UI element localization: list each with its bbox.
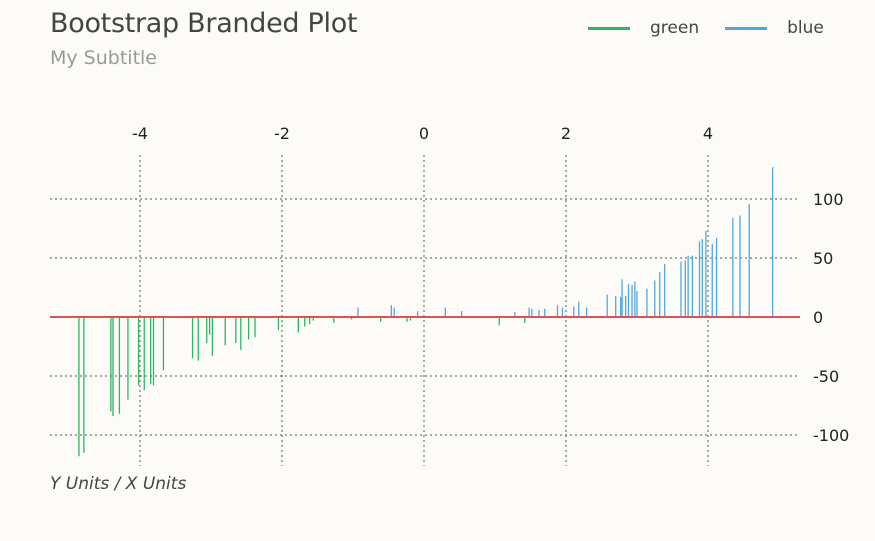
axis-units-note: Y Units / X Units (50, 474, 187, 494)
bar-series (78, 167, 774, 457)
legend-swatch-blue (725, 26, 768, 30)
legend-item-green: green (588, 18, 699, 38)
x-tick-label: -4 (132, 124, 148, 143)
y-tick-label: -50 (813, 367, 839, 386)
chart-title: Bootstrap Branded Plot (50, 8, 358, 39)
y-tick-label: 100 (813, 190, 844, 209)
legend-item-blue: blue (725, 18, 824, 38)
tick-labels: -4 -2 0 2 4 100 50 0 -50 -100 (132, 124, 849, 445)
legend-label-blue: blue (787, 18, 824, 38)
y-tick-label: 0 (813, 308, 823, 327)
x-tick-label: 4 (703, 124, 713, 143)
chart-subtitle: My Subtitle (50, 47, 157, 69)
x-tick-label: 2 (561, 124, 571, 143)
y-tick-label: 50 (813, 249, 833, 268)
legend-swatch-green (588, 26, 630, 30)
x-tick-label: -2 (274, 124, 290, 143)
legend-label-green: green (650, 18, 700, 38)
x-tick-label: 0 (419, 124, 429, 143)
y-tick-label: -100 (813, 426, 849, 445)
grid-lines (50, 155, 800, 466)
chart-legend: green blue (588, 18, 850, 38)
